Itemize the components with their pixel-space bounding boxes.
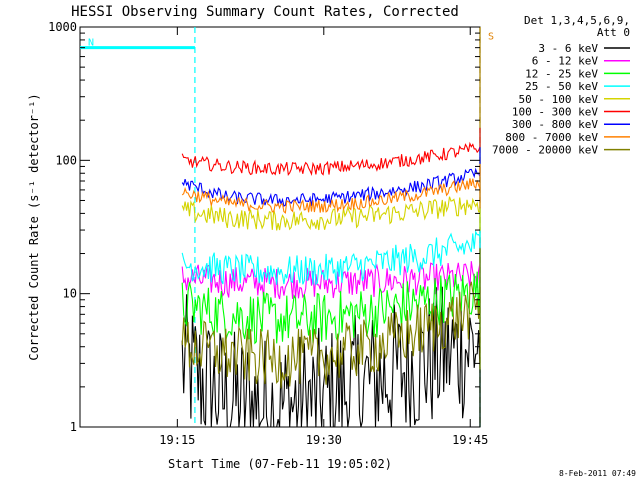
x-tick-label-2: 19:45 [452,433,488,447]
x-axis-label: Start Time (07-Feb-11 19:05:02) [168,457,392,471]
y-axis-ticks: 1 10 100 1000 [48,20,480,434]
x-tick-label-0: 19:15 [159,433,195,447]
legend-label-2: 12 - 25 keV [525,67,598,80]
series-line-5 [181,128,481,176]
legend-label-0: 3 - 6 keV [538,42,598,55]
legend-label-5: 100 - 300 keV [512,106,598,119]
y-tick-label-2: 100 [55,153,77,167]
legend-label-3: 25 - 50 keV [525,80,598,93]
y-axis-label: Corrected Count Rate (s⁻¹ detector⁻¹) [27,93,41,360]
y-tick-label-3: 1000 [48,20,77,34]
y-tick-label-1: 10 [63,287,77,301]
timestamp: 8-Feb-2011 07:49 [559,469,636,478]
legend-label-7: 800 - 7000 keV [505,131,598,144]
series-layer [181,128,481,428]
x-tick-label-1: 19:30 [306,433,342,447]
bar-label-7: S [488,31,494,42]
legend-header-line-1: Det 1,3,4,5,6,9, [524,14,630,27]
x-axis-ticks: 19:15 19:30 19:45 [159,27,488,447]
legend-label-1: 6 - 12 keV [532,55,599,68]
plot-area: N S 19:15 19:30 19:45 1 10 100 1000 [48,20,494,447]
legend-header-line-2: Att 0 [597,26,630,39]
chart-title: HESSI Observing Summary Count Rates, Cor… [71,4,459,20]
y-tick-label-0: 1 [70,420,77,434]
series-line-4 [181,184,481,231]
series-line-7 [181,163,481,214]
legend-label-6: 300 - 800 keV [512,118,598,131]
series-line-8 [181,248,481,389]
legend-label-4: 50 - 100 keV [519,93,599,106]
bar-label-6: N [88,38,94,49]
legend-label-8: 7000 - 20000 keV [492,144,598,157]
